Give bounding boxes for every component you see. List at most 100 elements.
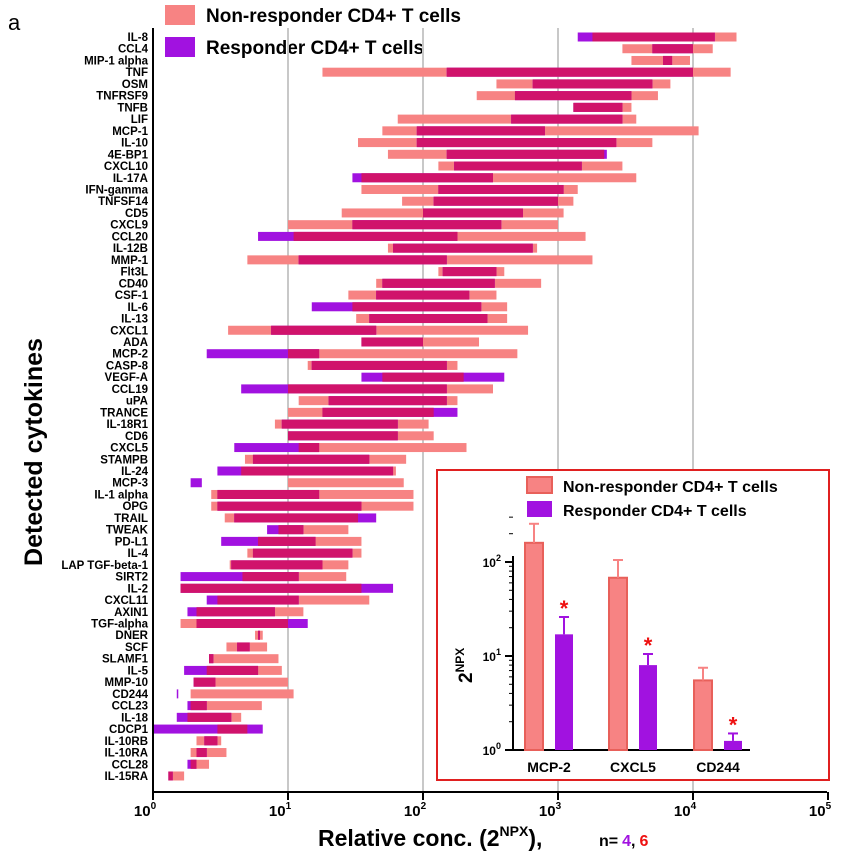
bar-overlap (217, 595, 299, 605)
bar-overlap (382, 278, 495, 288)
inset-y-tick-label: 101 (483, 647, 501, 664)
significance-star: * (729, 712, 738, 737)
bar-overlap (288, 384, 447, 394)
category-label: CXCL5 (110, 443, 148, 455)
category-label: CXCL9 (110, 220, 148, 232)
inset-category-label: CXCL5 (610, 759, 656, 775)
inset-y-tick-exponent: 0 (496, 741, 501, 751)
bar-non-responder (298, 443, 467, 453)
x-axis-title-sup: NPX (500, 823, 529, 839)
category-label: VEGF-A (105, 372, 148, 384)
bar-responder (180, 572, 299, 582)
inset-bar-non-responder (608, 576, 628, 751)
bar-non-responder (631, 55, 690, 65)
inset-bar-responder (639, 665, 657, 750)
sample-size-separator: , (631, 833, 635, 850)
category-label: IL-12B (113, 243, 148, 255)
inset-y-tick-base: 10 (483, 744, 497, 758)
bar-overlap (663, 55, 673, 65)
bar-overlap (234, 513, 358, 523)
bar-overlap (442, 267, 497, 277)
x-tick-base: 10 (269, 803, 286, 820)
bar-overlap (446, 67, 693, 77)
sample-size-non-responder: 6 (639, 833, 648, 850)
bar-non-responder (190, 748, 227, 758)
x-tick-base: 10 (539, 803, 556, 820)
category-label: TNFSF14 (98, 196, 148, 208)
inset-frame (436, 469, 830, 781)
bar-non-responder (278, 525, 349, 535)
bar-responder (190, 478, 202, 488)
bar-overlap (190, 701, 207, 711)
category-label: MCP-1 (112, 126, 148, 138)
sample-size-responder: 4 (622, 833, 631, 850)
x-tick-exponent: 4 (691, 801, 697, 812)
bar-overlap (288, 349, 320, 359)
inset-category-label: CD244 (696, 759, 740, 775)
inset-bar-non-responder (693, 679, 713, 751)
inset-y-tick-exponent: 1 (496, 647, 501, 657)
bar-overlap (278, 525, 304, 535)
category-label: OPG (122, 501, 148, 513)
significance-star: * (644, 633, 653, 658)
category-label: IL-8 (128, 32, 149, 44)
category-label: TRAIL (114, 513, 148, 525)
inset-legend-label-non-responder: Non-responder CD4+ T cells (563, 479, 778, 496)
bar-non-responder (190, 701, 262, 711)
category-label: IL-24 (121, 466, 148, 478)
x-tick-exponent: 2 (421, 801, 427, 812)
bar-overlap (288, 431, 398, 441)
bar-overlap (217, 724, 248, 734)
bar-overlap (196, 619, 288, 628)
x-tick-label: 101 (269, 801, 292, 820)
category-label: IL-13 (121, 314, 148, 326)
bar-non-responder (361, 173, 637, 183)
category-label: TNF (126, 67, 148, 79)
bar-overlap (293, 231, 458, 241)
bar-overlap (190, 759, 197, 769)
inset-y-label-sup: NPX (453, 648, 467, 673)
y-axis-title: Detected cytokines (20, 338, 48, 566)
bar-overlap (271, 325, 377, 335)
bar-overlap (187, 712, 232, 722)
category-label: DNER (115, 630, 148, 642)
category-label: MCP-3 (112, 478, 148, 490)
category-label: MMP-1 (111, 255, 149, 267)
legend-swatch-non-responder (165, 5, 195, 25)
bar-overlap (193, 677, 216, 687)
category-label: LAP TGF-beta-1 (61, 560, 148, 572)
bar-overlap (281, 419, 398, 429)
inset-category-label: MCP-2 (527, 759, 571, 775)
category-label: STAMPB (100, 454, 148, 466)
bar-non-responder (288, 478, 404, 488)
category-label: CSF-1 (115, 290, 149, 302)
bar-overlap (298, 255, 447, 265)
x-tick-exponent: 0 (151, 801, 157, 812)
x-axis-title-main: Relative conc. (2 (318, 825, 500, 851)
x-tick-exponent: 5 (826, 801, 832, 812)
inset-bar-responder (555, 634, 573, 750)
category-label: MMP-10 (105, 677, 148, 689)
category-label: TRANCE (100, 407, 148, 419)
bar-overlap (433, 196, 558, 206)
category-label: CXCL11 (105, 595, 149, 607)
inset-y-label: 2NPX (453, 648, 477, 683)
category-label: TNFRSF9 (96, 91, 148, 103)
category-label: TNFB (117, 102, 148, 114)
category-label: CD40 (119, 278, 148, 290)
category-label: CASP-8 (106, 360, 149, 372)
main-bars (153, 32, 737, 781)
x-tick-base: 10 (674, 803, 691, 820)
category-label: MCP-2 (112, 349, 148, 361)
x-tick-base: 10 (404, 803, 421, 820)
category-label: CDCP1 (109, 724, 149, 736)
category-label: IL-4 (128, 548, 149, 560)
category-label: CD244 (112, 689, 148, 701)
bar-overlap (217, 489, 320, 499)
category-label: CD5 (125, 208, 149, 220)
x-tick-label: 100 (134, 801, 157, 820)
bar-overlap (592, 32, 715, 42)
panel-label: a (8, 10, 21, 35)
category-label: IL-1 alpha (94, 489, 148, 501)
bar-overlap (298, 443, 320, 453)
